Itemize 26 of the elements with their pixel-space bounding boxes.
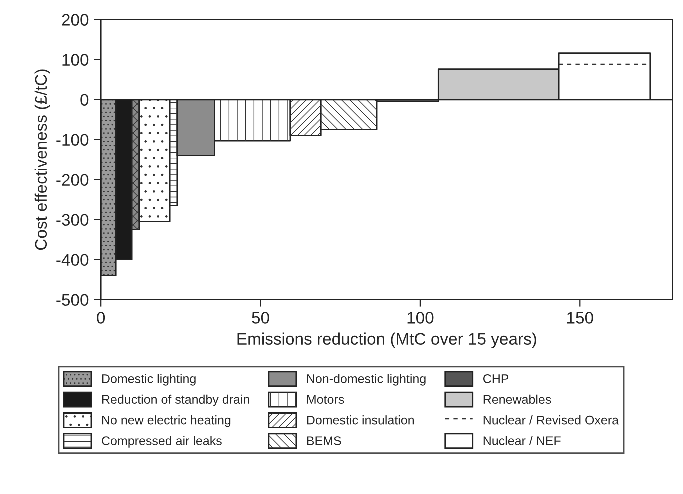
- legend-label: Domestic lighting: [102, 374, 196, 386]
- legend-label: Domestic insulation: [307, 416, 414, 425]
- x-tick-label: 100: [408, 312, 434, 324]
- legend-label: Nuclear / NEF: [484, 436, 561, 446]
- legend-label: Motors: [307, 395, 344, 404]
- y-axis-title: Cost effectiveness (£/tC): [34, 70, 50, 250]
- x-tick-label: 150: [568, 312, 594, 324]
- legend-label: Compressed air leaks: [102, 436, 222, 448]
- y-tick-label: 100: [62, 54, 89, 66]
- legend-label: Nuclear / Revised Oxera: [484, 416, 620, 425]
- legend-label: Renewables: [484, 394, 552, 404]
- legend-label: BEMS: [307, 436, 342, 446]
- legend-label: CHP: [484, 374, 509, 384]
- y-tick-label: -200: [56, 174, 89, 186]
- y-tick-label: -300: [56, 214, 89, 226]
- x-tick-label: 0: [97, 312, 106, 324]
- y-tick-label: -100: [56, 134, 89, 146]
- legend-label: Reduction of standby drain: [102, 394, 250, 407]
- y-tick-label: 0: [80, 94, 89, 106]
- y-tick-label: -400: [56, 254, 89, 266]
- x-axis-title: Emissions reduction (MtC over 15 years): [238, 332, 536, 348]
- y-tick-label: -500: [56, 294, 89, 306]
- x-tick-label: 50: [252, 312, 270, 324]
- y-tick-label: 200: [62, 14, 89, 26]
- legend-label: No new electric heating: [102, 416, 231, 428]
- legend-label: Non-domestic lighting: [307, 374, 426, 386]
